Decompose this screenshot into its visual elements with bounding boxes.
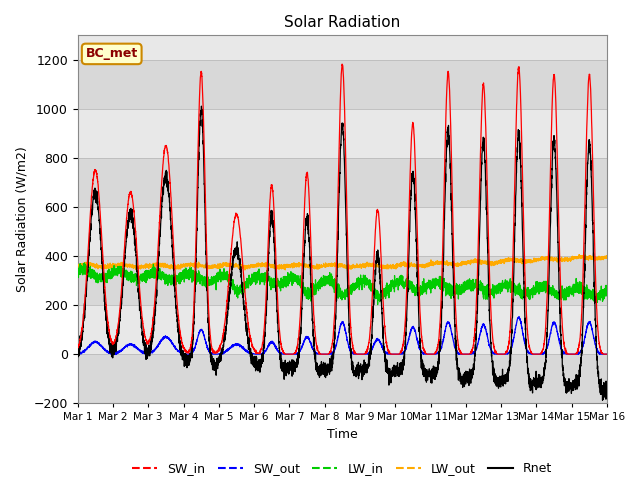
LW_in xyxy=(374,302,381,308)
Legend: SW_in, SW_out, LW_in, LW_out, Rnet: SW_in, SW_out, LW_in, LW_out, Rnet xyxy=(127,457,557,480)
LW_in xyxy=(603,292,611,298)
Rnet xyxy=(598,397,606,403)
SW_in xyxy=(461,351,468,357)
SW_out xyxy=(491,351,499,357)
Rnet xyxy=(603,386,611,392)
Bar xyxy=(77,354,607,403)
LW_in xyxy=(461,284,468,289)
SW_out xyxy=(603,351,611,357)
LW_out xyxy=(603,255,611,261)
SW_out xyxy=(603,351,611,357)
Line: LW_out: LW_out xyxy=(77,254,607,270)
LW_out xyxy=(575,252,583,257)
Line: SW_in: SW_in xyxy=(77,64,607,354)
LW_out xyxy=(431,261,439,267)
Rnet xyxy=(461,378,468,384)
SW_out xyxy=(74,351,81,357)
LW_out xyxy=(344,267,351,273)
SW_in xyxy=(491,350,499,356)
Line: SW_out: SW_out xyxy=(77,317,607,354)
Text: BC_met: BC_met xyxy=(86,48,138,60)
Bar xyxy=(77,60,607,109)
Rnet xyxy=(323,367,330,373)
X-axis label: Time: Time xyxy=(327,428,358,441)
Bar xyxy=(77,305,607,354)
Line: LW_in: LW_in xyxy=(77,262,607,305)
Rnet xyxy=(491,371,499,376)
Bar xyxy=(77,207,607,256)
SW_in xyxy=(432,349,440,355)
LW_in xyxy=(491,287,499,293)
SW_in xyxy=(339,61,346,67)
LW_in xyxy=(323,275,330,280)
LW_in xyxy=(603,291,611,297)
LW_out xyxy=(74,262,81,268)
SW_out xyxy=(431,351,439,357)
LW_out xyxy=(491,260,499,265)
Rnet xyxy=(431,366,439,372)
LW_out xyxy=(169,264,177,269)
Bar xyxy=(77,158,607,207)
SW_out xyxy=(323,351,330,357)
SW_in xyxy=(281,351,289,357)
SW_out xyxy=(76,351,83,357)
Bar xyxy=(77,256,607,305)
Rnet xyxy=(169,249,177,255)
LW_in xyxy=(84,259,92,264)
LW_in xyxy=(74,264,81,270)
SW_out xyxy=(169,342,177,348)
SW_out xyxy=(461,351,468,357)
Rnet xyxy=(603,391,611,396)
Rnet xyxy=(198,103,205,109)
Y-axis label: Solar Radiation (W/m2): Solar Radiation (W/m2) xyxy=(15,146,28,292)
LW_in xyxy=(432,283,440,289)
Rnet xyxy=(74,347,81,353)
LW_out xyxy=(461,261,468,267)
SW_out xyxy=(515,314,523,320)
Title: Solar Radiation: Solar Radiation xyxy=(284,15,401,30)
Bar xyxy=(77,109,607,158)
LW_out xyxy=(323,263,330,269)
SW_in xyxy=(74,345,81,351)
LW_in xyxy=(169,276,177,282)
SW_in xyxy=(323,351,330,357)
SW_in xyxy=(603,351,611,357)
SW_in xyxy=(169,229,177,235)
Line: Rnet: Rnet xyxy=(77,106,607,400)
LW_out xyxy=(603,254,611,260)
SW_in xyxy=(603,351,611,357)
